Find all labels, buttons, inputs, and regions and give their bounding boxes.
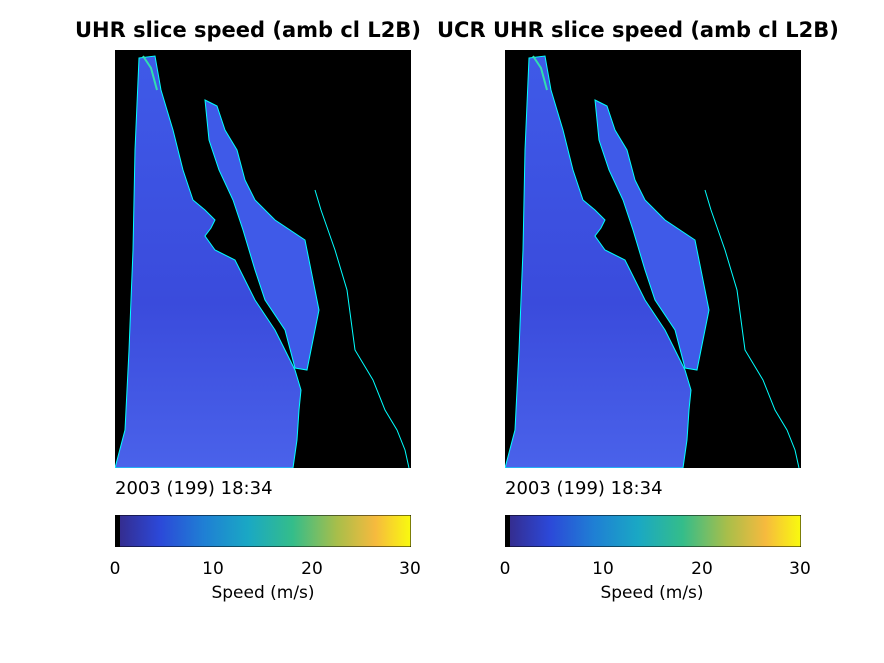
colorbar-left-tick-0: 0: [109, 559, 121, 579]
colorbar-left-tick-1: 10: [202, 559, 224, 579]
gulf-swath: [204, 99, 320, 371]
panel-right-title: UCR UHR slice speed (amb cl L2B): [437, 18, 839, 42]
wind-speed-map-right: [505, 50, 801, 468]
colorbar-left: [115, 515, 411, 547]
colorbar-right-tick-3: 30: [789, 559, 811, 579]
panel-left-map: [115, 50, 411, 468]
colorbar-left-tick-2: 20: [301, 559, 323, 579]
wind-speed-map-left: [115, 50, 411, 468]
colorbar-right-tick-0: 0: [499, 559, 511, 579]
colorbar-right-label: Speed (m/s): [600, 583, 704, 603]
coastline-top: [532, 55, 548, 91]
colorbar-right: [505, 515, 801, 547]
coastline-right: [314, 189, 410, 468]
colorbar-right-tick-1: 10: [592, 559, 614, 579]
panel-right-timestamp: 2003 (199) 18:34: [505, 478, 663, 499]
colorbar-left-tick-3: 30: [399, 559, 421, 579]
panel-right-map: [505, 50, 801, 468]
panel-left-timestamp: 2003 (199) 18:34: [115, 478, 273, 499]
colorbar-right-tick-2: 20: [691, 559, 713, 579]
ocean-swath: [115, 55, 302, 468]
coastline-right: [704, 189, 800, 468]
ocean-swath: [505, 55, 692, 468]
coastline-top: [142, 55, 158, 91]
panel-left-title: UHR slice speed (amb cl L2B): [75, 18, 421, 42]
gulf-swath: [594, 99, 710, 371]
colorbar-left-label: Speed (m/s): [211, 583, 315, 603]
